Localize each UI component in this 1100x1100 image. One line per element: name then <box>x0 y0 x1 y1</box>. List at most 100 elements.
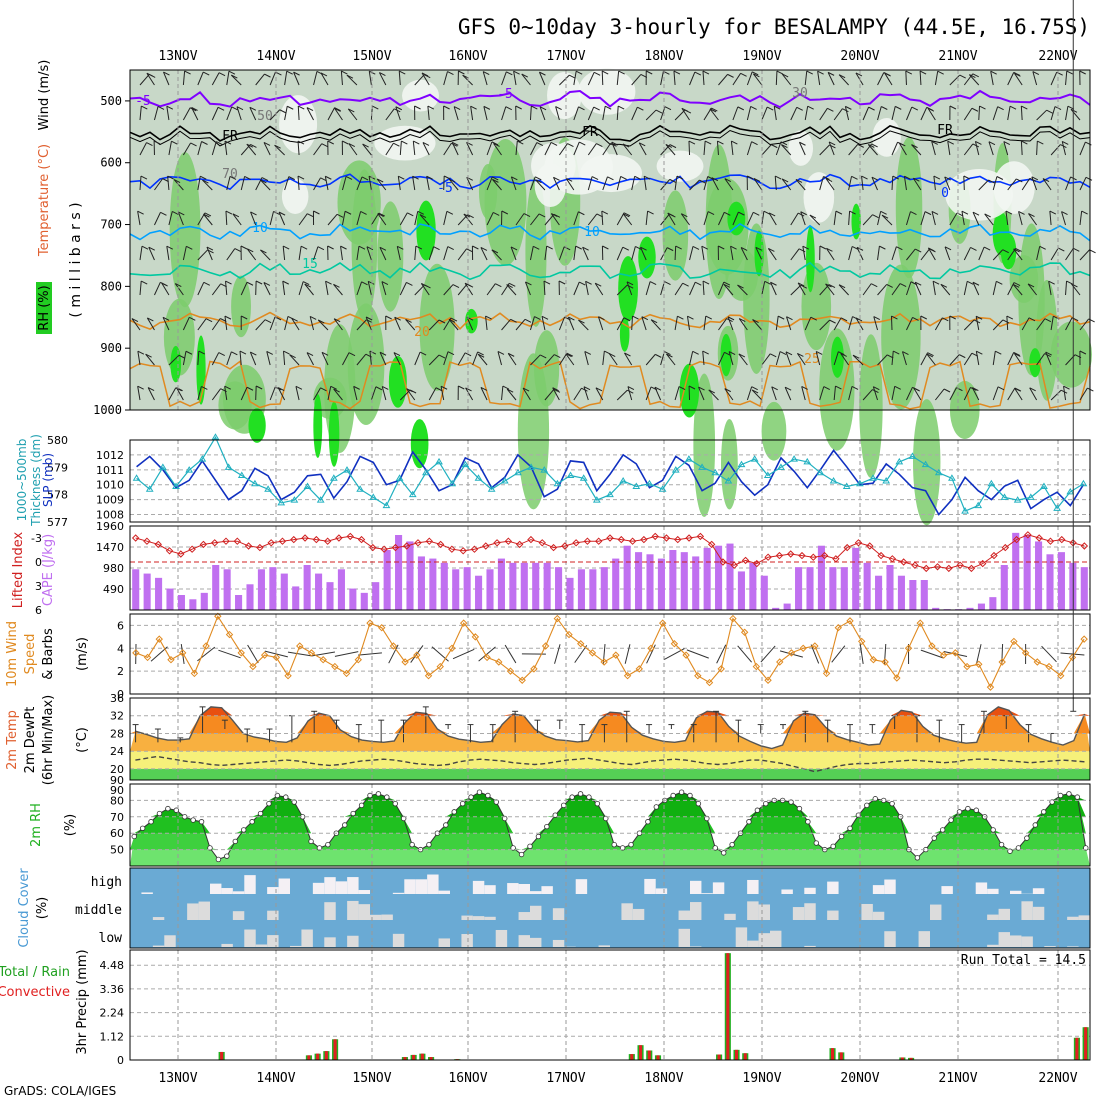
p1-wind-barb-20-2 <box>422 142 430 156</box>
p1-wind-barb-6-5 <box>226 248 236 261</box>
p4-speed-point-56 <box>787 649 796 657</box>
p1-wind-barb-34-3 <box>631 176 636 191</box>
p1-wind-barb-5-8 <box>211 352 220 366</box>
p6-rh-point-48 <box>535 833 542 840</box>
p1-wind-barb-tick-2-1 <box>166 105 174 110</box>
p1-wind-barb-tick-46-2 <box>799 141 806 146</box>
p1-wind-barb-tick-14-7 <box>333 318 341 323</box>
p1-wind-barb-27-2 <box>530 142 538 156</box>
p1-wind-barb-24-4 <box>486 212 494 226</box>
p1-wind-barb-39-5 <box>701 246 705 261</box>
p1-wind-barb-50-3 <box>861 176 864 191</box>
p3-cape-bar-50 <box>703 547 711 610</box>
p1-wind-barb-25-5 <box>491 249 502 261</box>
p3-li-point-22 <box>380 545 388 553</box>
p1-wind-barb-59-1 <box>992 106 999 121</box>
p1-wind-barb-tick-31-6 <box>585 280 592 285</box>
p1-wind-barb-62-9 <box>1029 387 1038 401</box>
p1-wind-barb-9-9 <box>269 386 276 401</box>
p2-label-slp: SLP (mb) <box>41 453 55 507</box>
p1-label-wind: Wind (m/s) <box>37 60 52 131</box>
p1-wind-barb-tick-14-9 <box>333 388 340 393</box>
p4-wind-barb-54 <box>760 645 776 663</box>
p1-wind-barb-tick-36-1 <box>664 106 672 111</box>
p1-wind-barb-64-9 <box>1063 386 1067 401</box>
p3-cape-bar-65 <box>875 575 883 610</box>
p3-li-point-7 <box>210 539 219 547</box>
p1-wind-barb-37-7 <box>674 316 678 331</box>
p1-wind-barb-tick-6-8 <box>231 351 238 356</box>
p2-thickness-point-8 <box>237 471 246 479</box>
p3-cape-bar-25 <box>417 556 425 610</box>
p1-wind-barb-tick-34-2 <box>622 143 630 148</box>
p1-wind-barb-1-6 <box>154 282 161 296</box>
p6-rh-point-38 <box>451 809 457 815</box>
p4-speed-point-32 <box>506 667 515 675</box>
p1-wind-barb-28-8 <box>544 354 555 366</box>
p4-speed-point-62 <box>857 637 866 646</box>
p1-wind-barb-tick-29-9 <box>552 387 559 392</box>
p1-wind-barb-64-0 <box>1065 71 1068 86</box>
p1-wind-barb-44-9 <box>771 386 777 401</box>
p1-wind-barb-14-3 <box>341 176 347 191</box>
p3-li-point-60 <box>809 553 818 561</box>
p2-thickness-point-30 <box>527 463 535 470</box>
p3-li-point-0 <box>131 534 140 542</box>
p4-ytick-2: 4 <box>117 642 124 655</box>
p6-rh-point-47 <box>527 843 533 850</box>
p1-wind-barb-tick-57-6 <box>967 280 974 285</box>
p1-wind-barb-2-8 <box>168 354 180 366</box>
p4-wind-barb-22 <box>388 644 399 664</box>
p7-cloud-1-35 <box>530 905 542 920</box>
p1-wind-barb-14-7 <box>333 318 343 331</box>
p1-wind-barb-40-9 <box>708 389 719 401</box>
p1-wind-barb-tick-9-8 <box>266 350 273 355</box>
p1-wind-barb-tick-44-4 <box>768 212 776 217</box>
date-top-7: 20NOV <box>840 49 879 64</box>
p1-wind-barb-tick-11-3 <box>297 175 305 180</box>
p1-wind-barb-2-5 <box>166 246 170 261</box>
p1-wind-barb-38-4 <box>680 213 690 226</box>
p1-wind-barb-tick-13-8 <box>321 351 329 356</box>
p1-wind-barb-tick-61-9 <box>1014 387 1021 392</box>
p3-cape-bar-9 <box>235 595 243 610</box>
p1-wind-barb-29-9 <box>552 387 560 401</box>
p8-convective-bar-10 <box>220 1051 224 1060</box>
p7-cloud-1-31 <box>484 916 496 920</box>
p1-wind-barb-tick-30-0 <box>575 70 583 75</box>
p1-wind-barb-47-7 <box>819 319 830 331</box>
p3-cape-bar-57 <box>783 603 791 610</box>
p3-cape-bar-40 <box>589 569 597 610</box>
p1-wind-barb-tick-55-6 <box>932 280 940 285</box>
p1-wind-barb-2-9 <box>168 387 177 401</box>
p3-li-point-5 <box>188 545 196 553</box>
p1-wind-barb-45-6 <box>790 284 802 296</box>
p4-wind-barb-10 <box>247 644 259 664</box>
p1-rh-70-4 <box>662 190 689 281</box>
p7-cloud-0-79 <box>1032 888 1045 894</box>
p7-cloud-0-54 <box>747 879 759 894</box>
p2-thickness-point-32 <box>553 479 562 487</box>
p1-wind-barb-tick-42-6 <box>737 284 744 289</box>
p1-wind-barb-tick-4-4 <box>204 212 212 217</box>
p1-wind-barb-tick-8-6 <box>255 280 263 285</box>
p1-rh-dry-10 <box>402 79 439 112</box>
p1-wind-barb-tick-0-3 <box>140 175 148 180</box>
p1-wind-barb-tick-54-2 <box>911 144 918 149</box>
p1-contour-label-11: 25 <box>804 352 820 367</box>
p1-wind-barb-tick-43-1 <box>766 106 774 111</box>
p1-ytick-4: 900 <box>100 341 122 355</box>
p3-label-cape: CAPE (J/kg) <box>41 534 56 606</box>
p3-li-point-33 <box>504 537 513 545</box>
p1-wind-barb-3-7 <box>182 317 190 331</box>
p1-wind-barb-tick-27-4 <box>538 213 546 218</box>
p1-wind-barb-tick-24-7 <box>485 315 492 320</box>
p1-wind-barb-6-9 <box>224 386 228 401</box>
p1-wind-barb-53-8 <box>901 351 907 366</box>
p3-cape-bar-37 <box>555 567 563 610</box>
p2-thickness-point-33 <box>566 471 575 479</box>
p1-wind-barb-8-3 <box>255 177 263 191</box>
p3-li-point-68 <box>899 558 908 566</box>
p1-wind-barb-24-6 <box>486 283 496 296</box>
p3-cape-bar-21 <box>372 582 380 610</box>
